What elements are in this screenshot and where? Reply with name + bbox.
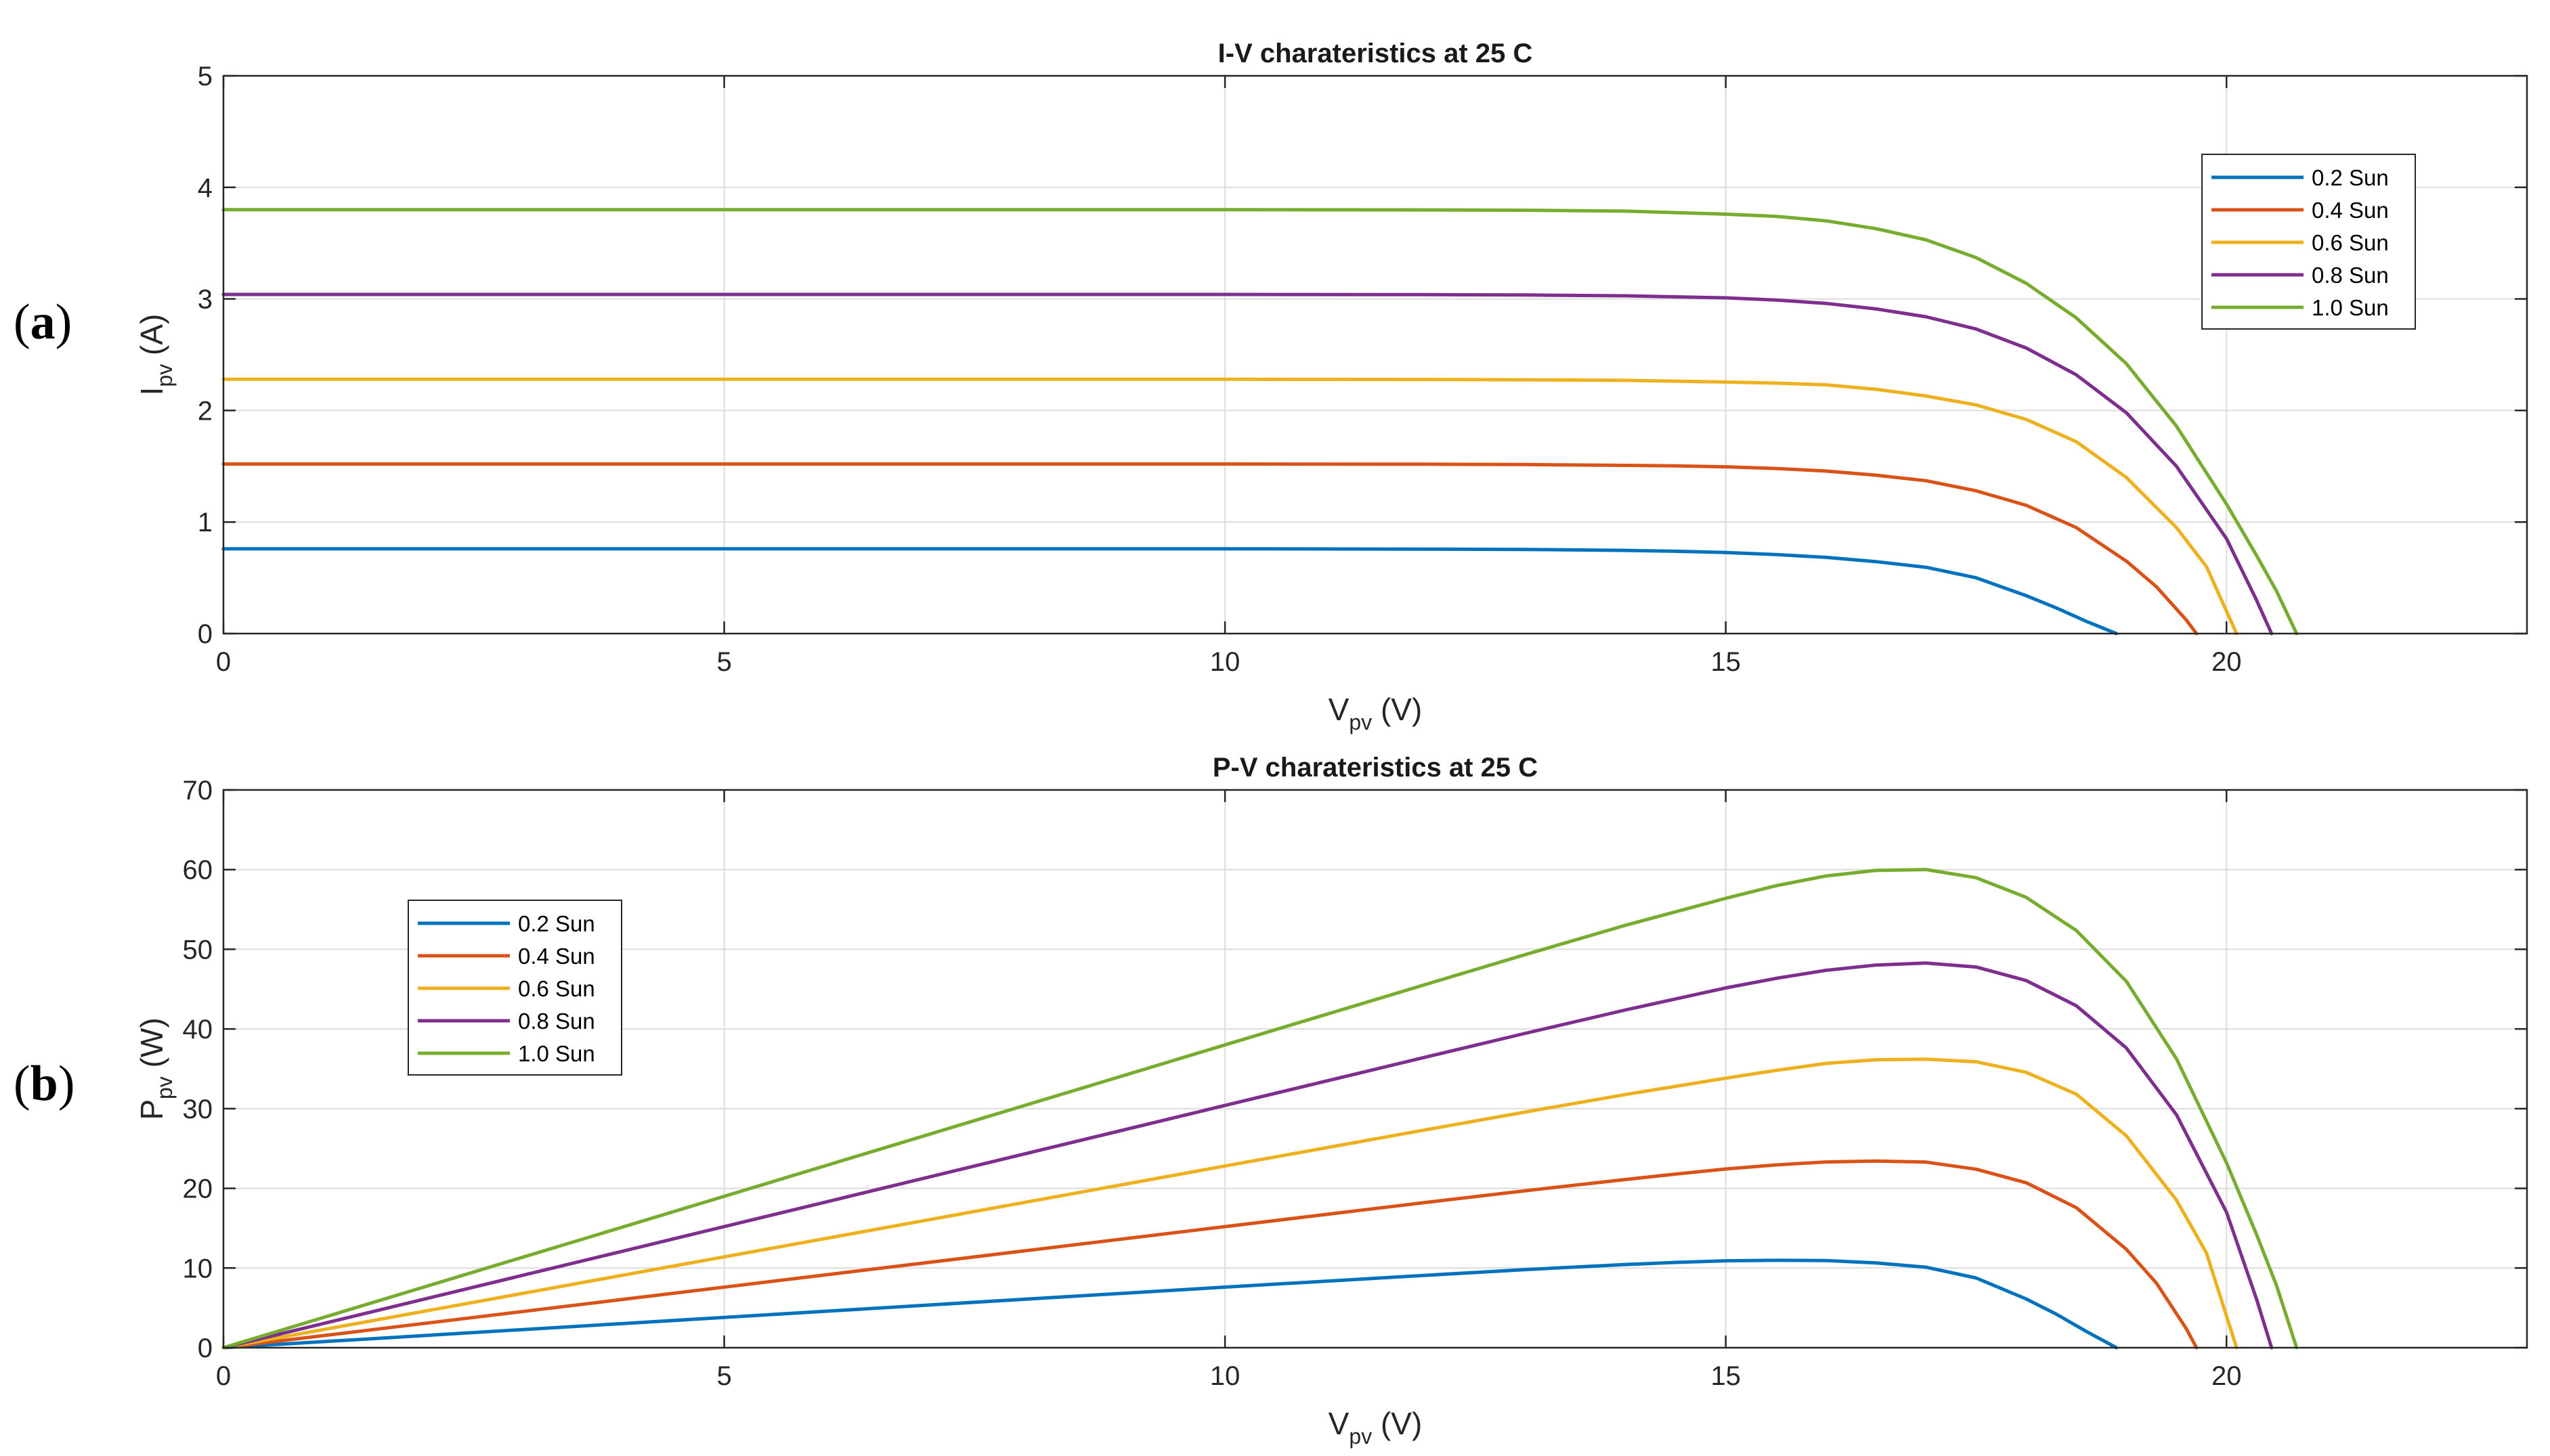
pv-x-tick-label: 10 <box>1210 1361 1240 1391</box>
pv-axes-frame <box>222 789 2528 1349</box>
iv-legend: 0.2 Sun 0.4 Sun 0.6 Sun 0.8 Sun 1.0 Sun <box>2201 154 2416 330</box>
iv-x-axis-label: Vpv (V) <box>1328 692 1423 734</box>
pv-legend: 0.2 Sun 0.4 Sun 0.6 Sun 0.8 Sun 1.0 Sun <box>408 900 622 1076</box>
pv-series-0-8-sun <box>221 961 2274 1350</box>
pv-series-1-0-sun <box>221 868 2299 1350</box>
iv-legend-entry: 0.8 Sun <box>2312 263 2389 288</box>
pv-legend-entry: 0.2 Sun <box>518 911 595 936</box>
pv-y-tick-label: 10 <box>183 1254 213 1283</box>
pv-x-tick-label: 0 <box>216 1361 231 1391</box>
iv-series-0-4-sun <box>221 462 2199 636</box>
pv-series-0-6-sun <box>221 1057 2239 1350</box>
iv-series-0-8-sun <box>221 292 2274 636</box>
iv-x-tick-label: 15 <box>1710 647 1741 677</box>
iv-chart: 0 5 10 15 20 0 1 2 3 4 5 I-V charateristics at 25 C… <box>134 39 2528 734</box>
iv-y-tick-label: 1 <box>198 508 213 537</box>
pv-chart: 0 5 10 15 20 0 10 20 30 40 50 60 70 P-V charateristic… <box>134 753 2528 1449</box>
iv-y-tick-label: 3 <box>198 285 213 315</box>
iv-chart-title: I-V charateristics at 25 C <box>1218 39 1533 68</box>
iv-y-tick-label: 2 <box>198 396 213 426</box>
iv-series-0-6-sun <box>221 377 2239 636</box>
iv-x-tick-label: 20 <box>2211 647 2242 677</box>
pv-y-tick-label: 60 <box>183 856 213 885</box>
panel-label-a: (a) <box>14 294 72 350</box>
iv-y-tick-label: 0 <box>198 619 213 649</box>
iv-legend-entry: 0.2 Sun <box>2312 165 2389 190</box>
pv-series-0-4-sun <box>221 1159 2199 1350</box>
pv-y-tick-label: 20 <box>183 1174 213 1204</box>
pv-series-0-2-sun <box>221 1258 2119 1350</box>
iv-series-1-0-sun <box>221 208 2299 636</box>
iv-axes-frame <box>222 74 2528 635</box>
pv-y-tick-label: 40 <box>183 1015 213 1044</box>
iv-x-tick-label: 0 <box>216 647 231 677</box>
pv-x-tick-label: 20 <box>2211 1361 2242 1391</box>
iv-x-tick-label: 5 <box>716 647 731 677</box>
iv-plot-area <box>223 76 2527 634</box>
iv-series-0-2-sun <box>221 547 2119 636</box>
pv-x-tick-label: 15 <box>1710 1361 1741 1391</box>
pv-legend-entry: 1.0 Sun <box>518 1041 595 1066</box>
iv-legend-entry: 1.0 Sun <box>2312 295 2389 320</box>
pv-y-axis-label: Ppv (W) <box>134 1017 177 1120</box>
panel-label-b: (b) <box>14 1056 74 1111</box>
pv-x-tick-label: 5 <box>716 1361 731 1391</box>
pv-y-tick-label: 70 <box>183 776 213 806</box>
pv-y-tick-label: 30 <box>183 1095 213 1124</box>
pv-y-tick-label: 50 <box>183 935 213 965</box>
iv-x-tick-label: 10 <box>1210 647 1240 677</box>
pv-legend-entry: 0.4 Sun <box>518 944 595 969</box>
pv-x-axis-label: Vpv (V) <box>1328 1406 1423 1449</box>
iv-y-axis-label: Ipv (A) <box>134 314 177 396</box>
iv-legend-entry: 0.4 Sun <box>2312 198 2389 223</box>
pv-legend-entry: 0.6 Sun <box>518 976 595 1001</box>
pv-y-tick-label: 0 <box>198 1333 213 1363</box>
iv-y-tick-label: 4 <box>198 173 213 203</box>
iv-y-tick-label: 5 <box>198 62 213 91</box>
iv-legend-entry: 0.6 Sun <box>2312 230 2389 255</box>
pv-chart-title: P-V charateristics at 25 C <box>1213 753 1538 782</box>
pv-legend-entry: 0.8 Sun <box>518 1009 595 1034</box>
